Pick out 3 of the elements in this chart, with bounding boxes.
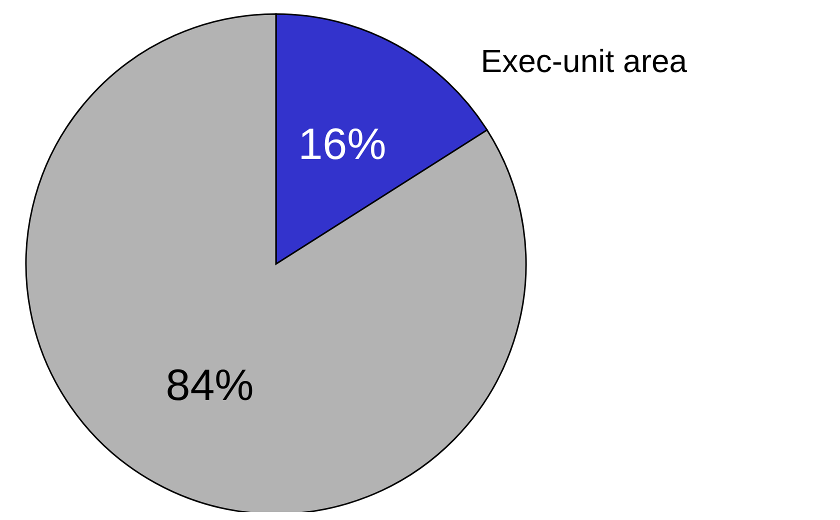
data-label: 84% xyxy=(166,360,254,410)
slice-label: Exec-unit area xyxy=(480,43,688,79)
data-label: 16% xyxy=(298,120,386,169)
